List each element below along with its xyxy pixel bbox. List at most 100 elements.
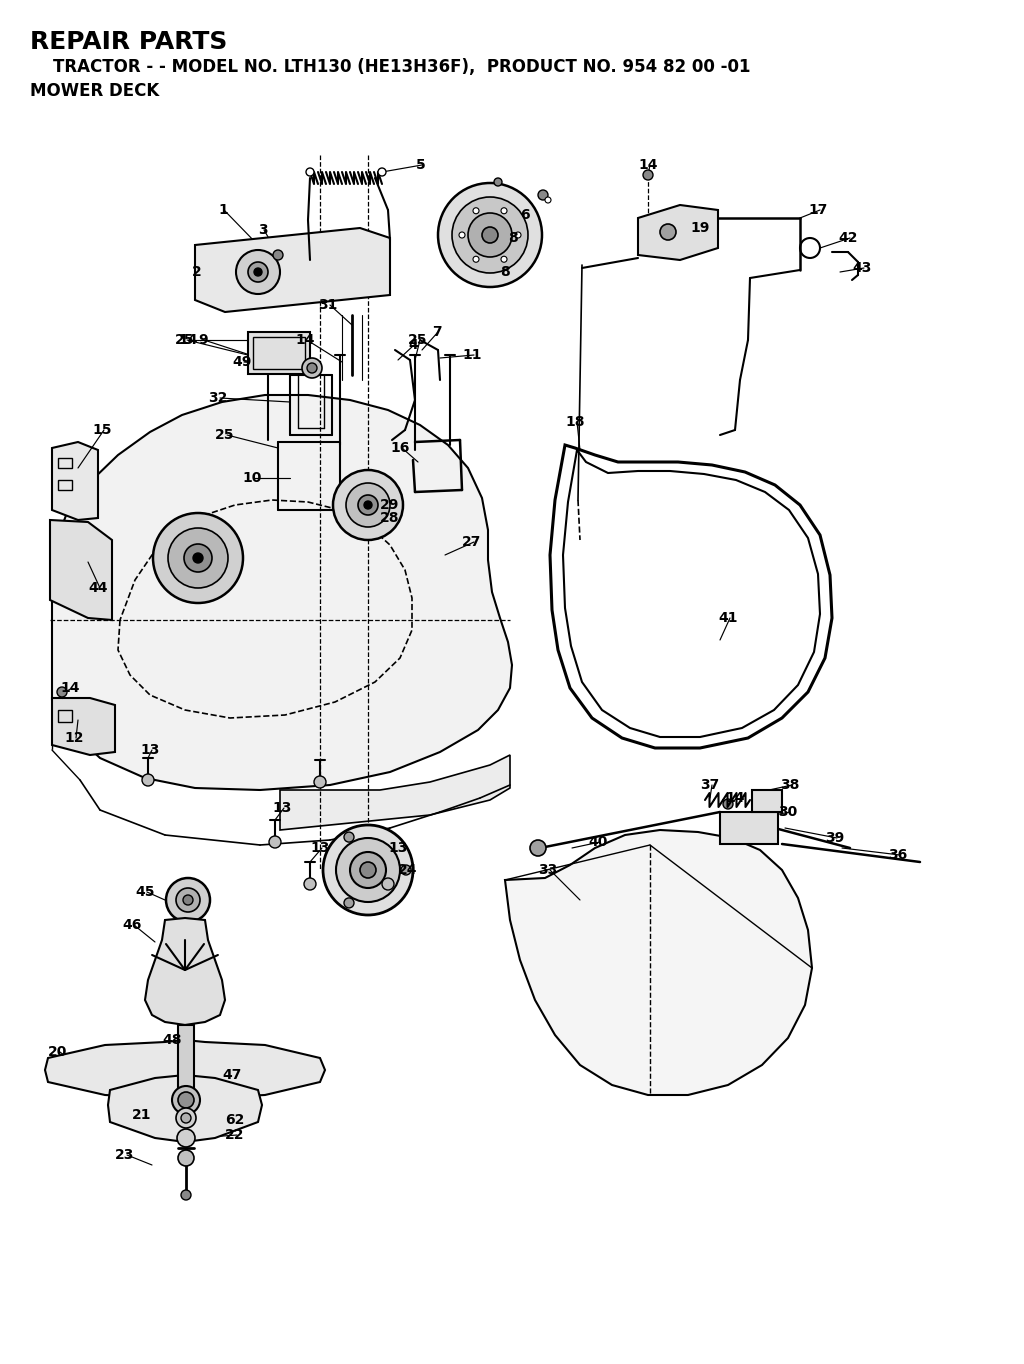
Text: 14: 14	[638, 158, 657, 172]
Text: 12: 12	[63, 731, 84, 745]
Polygon shape	[145, 918, 225, 1024]
Circle shape	[178, 1150, 194, 1166]
Circle shape	[530, 840, 546, 857]
Bar	[58, 711, 72, 722]
Text: MOWER DECK: MOWER DECK	[30, 82, 160, 100]
Circle shape	[193, 552, 203, 563]
Text: 14: 14	[178, 333, 198, 346]
Circle shape	[452, 196, 528, 273]
Text: 25: 25	[215, 428, 234, 442]
Text: 4: 4	[408, 338, 418, 352]
Circle shape	[545, 196, 551, 203]
Text: 29: 29	[380, 498, 399, 512]
Text: 14: 14	[725, 791, 744, 805]
Text: 5: 5	[416, 158, 426, 172]
Circle shape	[323, 825, 413, 915]
Circle shape	[401, 865, 411, 874]
Text: 24: 24	[398, 863, 418, 877]
Polygon shape	[108, 1075, 262, 1142]
Circle shape	[459, 232, 465, 237]
Text: 25: 25	[408, 333, 427, 346]
Text: 45: 45	[135, 885, 155, 899]
Polygon shape	[280, 756, 510, 831]
Text: 16: 16	[390, 441, 410, 456]
Circle shape	[501, 256, 507, 262]
Circle shape	[269, 836, 281, 848]
Text: 33: 33	[538, 863, 557, 877]
Circle shape	[176, 888, 200, 913]
Circle shape	[273, 250, 283, 261]
Text: 23: 23	[115, 1148, 134, 1162]
Text: 40: 40	[588, 835, 607, 848]
Text: REPAIR PARTS: REPAIR PARTS	[30, 30, 227, 55]
Bar	[248, 331, 310, 374]
Circle shape	[501, 207, 507, 214]
Text: 2: 2	[193, 265, 202, 280]
Text: 30: 30	[778, 805, 798, 818]
Text: 8: 8	[500, 265, 510, 280]
Bar	[58, 480, 72, 490]
Polygon shape	[45, 1039, 325, 1099]
Text: 25: 25	[175, 333, 195, 346]
Text: 36: 36	[888, 848, 907, 862]
Circle shape	[438, 183, 542, 286]
Circle shape	[538, 190, 548, 201]
Circle shape	[382, 878, 394, 889]
Text: 27: 27	[462, 535, 481, 548]
Text: 10: 10	[242, 471, 261, 486]
Circle shape	[236, 250, 280, 295]
Circle shape	[473, 256, 479, 262]
Text: 14: 14	[60, 681, 80, 696]
Text: 8: 8	[508, 231, 518, 246]
Text: 38: 38	[780, 777, 800, 792]
Text: 13: 13	[310, 842, 330, 855]
Circle shape	[482, 226, 498, 243]
Text: 15: 15	[92, 423, 112, 436]
Text: 18: 18	[565, 415, 585, 430]
Circle shape	[378, 168, 386, 176]
Text: 11: 11	[462, 348, 481, 361]
Circle shape	[302, 357, 322, 378]
Circle shape	[360, 862, 376, 878]
Polygon shape	[52, 442, 98, 520]
Circle shape	[643, 170, 653, 180]
Circle shape	[181, 1189, 191, 1200]
Polygon shape	[52, 396, 512, 790]
Polygon shape	[50, 520, 112, 621]
Circle shape	[358, 495, 378, 516]
Text: 17: 17	[808, 203, 827, 217]
Text: 49: 49	[232, 355, 251, 370]
Polygon shape	[195, 228, 390, 312]
Text: 13: 13	[272, 801, 292, 816]
Circle shape	[304, 878, 316, 889]
Circle shape	[177, 1129, 195, 1147]
Text: 3: 3	[258, 222, 267, 237]
Text: 28: 28	[380, 512, 399, 525]
Circle shape	[306, 168, 314, 176]
Bar	[178, 1024, 194, 1105]
Circle shape	[336, 837, 400, 902]
Text: 20: 20	[48, 1045, 68, 1058]
Polygon shape	[638, 205, 718, 261]
Text: 46: 46	[122, 918, 141, 932]
Circle shape	[515, 232, 521, 237]
Text: 7: 7	[432, 325, 441, 340]
Bar	[58, 458, 72, 468]
Text: 32: 32	[208, 391, 227, 405]
Circle shape	[176, 1108, 196, 1128]
Text: 21: 21	[132, 1108, 152, 1123]
Text: TRACTOR - - MODEL NO. LTH130 (HE13H36F),  PRODUCT NO. 954 82 00 -01: TRACTOR - - MODEL NO. LTH130 (HE13H36F),…	[30, 59, 751, 76]
Circle shape	[333, 471, 403, 540]
Circle shape	[307, 363, 317, 372]
Circle shape	[723, 799, 733, 809]
Text: 14: 14	[295, 333, 314, 346]
Circle shape	[346, 483, 390, 527]
Circle shape	[344, 898, 354, 908]
Text: 37: 37	[700, 777, 719, 792]
Circle shape	[183, 895, 193, 904]
Circle shape	[473, 207, 479, 214]
Circle shape	[184, 544, 212, 572]
Bar	[752, 790, 782, 812]
Text: 39: 39	[825, 831, 844, 846]
Circle shape	[168, 528, 228, 588]
